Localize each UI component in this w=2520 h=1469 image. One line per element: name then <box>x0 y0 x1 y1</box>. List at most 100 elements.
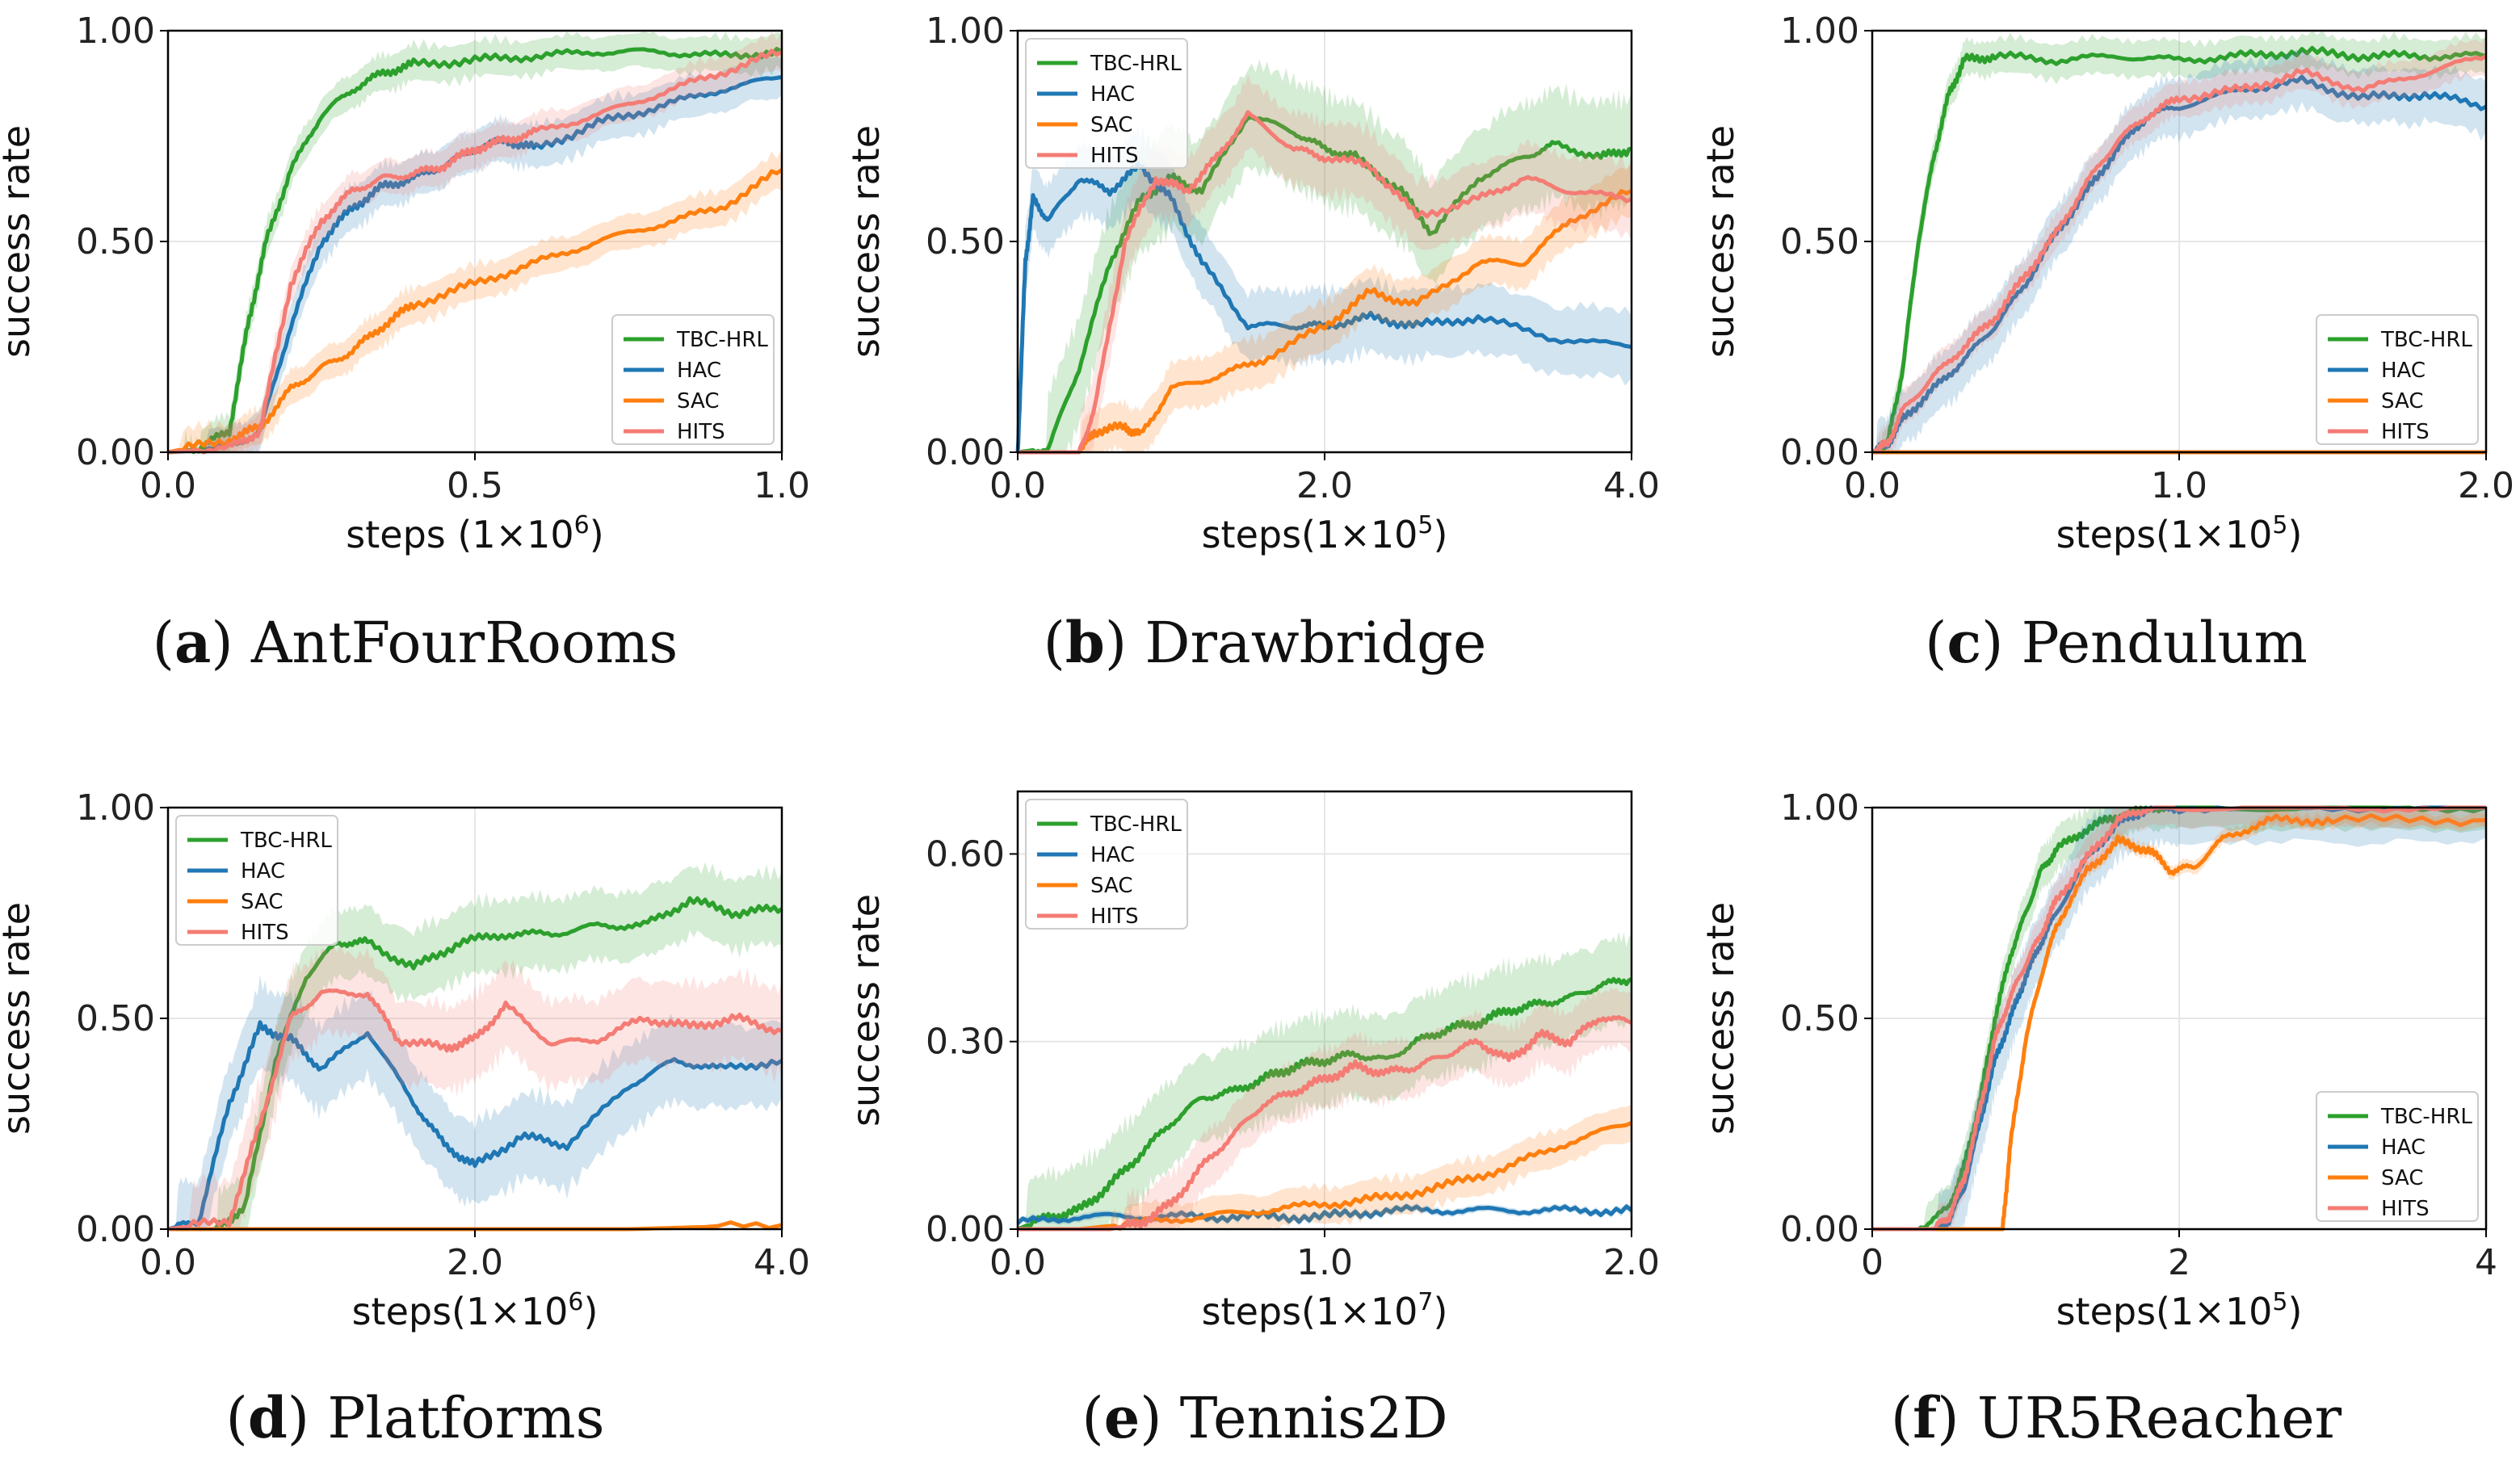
legend-label: SAC <box>1090 113 1132 137</box>
legend-box <box>611 314 775 445</box>
legend-label: HAC <box>241 859 285 883</box>
series-line-tbc-hrl <box>1017 976 1633 1232</box>
legend: TBC-HRL HAC SAC HITS <box>1025 38 1188 169</box>
band-tbc-hrl <box>168 862 782 1229</box>
series-line-sac <box>167 168 783 455</box>
panel-caption: (d) Platforms <box>226 1384 605 1451</box>
x-tick-label: 4 <box>2475 1242 2497 1283</box>
y-tick-label: 1.00 <box>76 10 155 52</box>
x-axis-label: steps(1×107) <box>1202 1288 1448 1333</box>
x-tick-label: 0.0 <box>989 465 1046 506</box>
chart-panel-b: 0.0 2.0 4.0 0.00 0.50 1.00 success rate steps(1… <box>844 10 1660 676</box>
legend-label: SAC <box>2381 1166 2423 1190</box>
y-axis-label: success rate <box>1699 125 1742 358</box>
x-tick-label: 2.0 <box>1296 465 1353 506</box>
x-tick-label: 0.5 <box>447 465 503 506</box>
chart-panel-f: 0 2 4 0.00 0.50 1.00 success rate steps(1×105) T… <box>1699 787 2497 1451</box>
band-hac <box>1018 125 1632 453</box>
x-tick-label: 4.0 <box>1603 465 1660 506</box>
legend-label: HAC <box>1090 82 1135 107</box>
y-tick-label: 0.30 <box>926 1022 1005 1063</box>
x-tick-label: 0.0 <box>140 465 196 506</box>
legend: TBC-HRL HAC SAC HITS <box>611 314 775 445</box>
series-line-tbc-hrl <box>1017 115 1632 455</box>
series-line-hits <box>167 48 783 455</box>
y-tick-label: 0.00 <box>1780 432 1859 473</box>
band-hac <box>168 56 782 453</box>
legend-label: TBC-HRL <box>2380 1105 2472 1129</box>
y-axis-label: success rate <box>0 125 38 358</box>
series-line-tbc-hrl <box>168 896 783 1232</box>
legend-box <box>2316 314 2479 445</box>
series-line-hits <box>1018 1014 1633 1232</box>
y-tick-label: 0.00 <box>76 432 155 473</box>
panel-caption: (a) AntFourRooms <box>153 609 678 676</box>
series-line-sac <box>1872 813 2487 1232</box>
legend-box <box>2316 1091 2479 1222</box>
y-tick-label: 0.00 <box>76 1209 155 1250</box>
legend-box <box>175 815 338 946</box>
legend-label: TBC-HRL <box>676 328 768 352</box>
legend-label: SAC <box>677 389 719 413</box>
legend-label: HITS <box>2381 1197 2430 1221</box>
x-tick-label: 0.0 <box>140 1242 196 1283</box>
legend-box <box>1025 799 1188 930</box>
legend-label: HAC <box>677 359 721 383</box>
series-line-tbc-hrl <box>167 47 783 455</box>
legend-label: HITS <box>677 420 725 444</box>
chart-panel-d: 0.0 2.0 4.0 0.00 0.50 1.00 success rate steps(1… <box>0 787 810 1451</box>
x-axis-label: steps (1×106) <box>346 511 603 556</box>
x-axis-label: steps(1×105) <box>2056 1288 2303 1333</box>
y-tick-label: 0.50 <box>926 221 1005 262</box>
x-tick-label: 0.0 <box>989 1242 1046 1283</box>
y-tick-label: 0.50 <box>1780 998 1859 1039</box>
x-tick-label: 1.0 <box>754 465 810 506</box>
y-axis-label: success rate <box>1699 902 1742 1135</box>
chart-panel-c: 0.0 1.0 2.0 0.00 0.50 1.00 success rate steps(1… <box>1699 10 2514 676</box>
legend-label: TBC-HRL <box>1090 52 1182 76</box>
x-axis-label: steps(1×106) <box>352 1288 598 1333</box>
panel-caption: (e) Tennis2D <box>1082 1384 1447 1451</box>
y-tick-label: 1.00 <box>76 787 155 829</box>
chart-panel-e: 0.0 1.0 2.0 0.00 0.30 0.60 success rate steps(1… <box>844 790 1660 1451</box>
legend-box <box>1025 38 1188 169</box>
panel-caption: (b) Drawbridge <box>1044 609 1487 676</box>
legend: TBC-HRL HAC SAC HITS <box>2316 314 2479 445</box>
y-tick-label: 0.50 <box>1780 221 1859 262</box>
legend-label: HITS <box>1090 904 1139 929</box>
series-line-hac <box>1015 162 1632 453</box>
band-hits <box>168 944 782 1229</box>
x-tick-label: 2.0 <box>1603 1242 1660 1283</box>
y-tick-label: 1.00 <box>1780 10 1859 52</box>
y-axis-label: success rate <box>844 894 888 1127</box>
y-tick-label: 0.00 <box>926 432 1005 473</box>
legend: TBC-HRL HAC SAC HITS <box>175 815 338 946</box>
panel-caption: (c) Pendulum <box>1925 609 2308 676</box>
legend-label: HAC <box>2381 359 2426 383</box>
x-tick-label: 2.0 <box>2458 465 2514 506</box>
series-line-hac <box>167 1020 783 1232</box>
legend: TBC-HRL HAC SAC HITS <box>2316 1091 2479 1222</box>
x-tick-label: 2.0 <box>447 1242 503 1283</box>
band-hac <box>168 975 782 1229</box>
legend-label: HAC <box>1090 843 1135 867</box>
series-line-hac <box>1871 74 2488 455</box>
legend-label: HITS <box>1090 144 1139 168</box>
y-tick-label: 0.50 <box>76 998 155 1039</box>
panel-caption: (f) UR5Reacher <box>1891 1384 2342 1451</box>
y-tick-label: 0.00 <box>1780 1209 1859 1250</box>
x-axis-label: steps(1×105) <box>2056 511 2303 556</box>
series-line-hits <box>1871 54 2488 455</box>
y-tick-label: 0.60 <box>926 833 1005 875</box>
x-tick-label: 0.0 <box>1844 465 1900 506</box>
x-tick-label: 1.0 <box>1296 1242 1353 1283</box>
band-sac <box>1018 164 1632 452</box>
x-tick-label: 1.0 <box>2151 465 2207 506</box>
legend-label: TBC-HRL <box>240 829 332 853</box>
band-hac <box>1872 49 2486 453</box>
x-tick-label: 2 <box>2168 1242 2190 1283</box>
legend-label: HAC <box>2381 1135 2426 1160</box>
x-axis-label: steps(1×105) <box>1202 511 1448 556</box>
legend-label: SAC <box>241 890 283 914</box>
